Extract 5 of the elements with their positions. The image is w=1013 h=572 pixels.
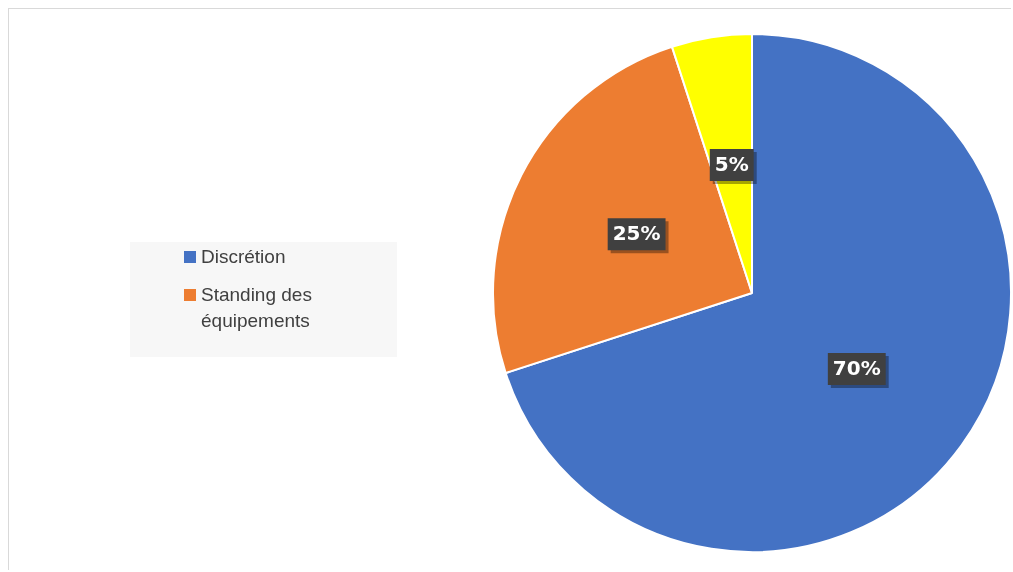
data-label: 70%	[832, 356, 881, 381]
data-label: 5%	[714, 152, 749, 177]
legend-label: Discrétion	[201, 245, 286, 269]
legend-label: Standing des équipements	[201, 283, 313, 333]
data-label: 25%	[612, 221, 661, 246]
